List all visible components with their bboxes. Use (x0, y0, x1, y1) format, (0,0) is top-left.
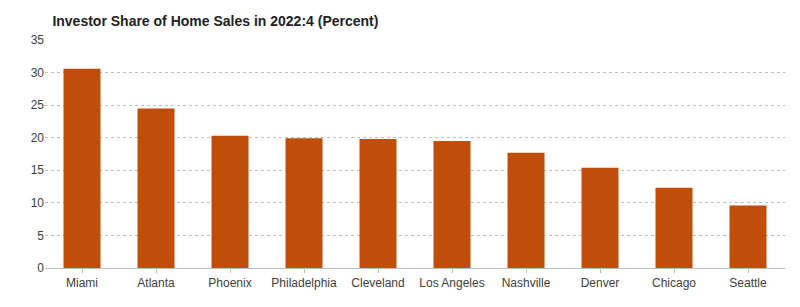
svg-text:Investor Share of Home Sales i: Investor Share of Home Sales in 2022:4 (… (52, 13, 378, 29)
svg-text:Los Angeles: Los Angeles (419, 276, 484, 290)
svg-text:Chicago: Chicago (652, 276, 696, 290)
svg-text:Phoenix: Phoenix (208, 276, 251, 290)
svg-text:Miami: Miami (66, 276, 98, 290)
svg-text:Denver: Denver (581, 276, 620, 290)
svg-text:Philadelphia: Philadelphia (271, 276, 337, 290)
svg-text:25: 25 (31, 98, 45, 112)
svg-text:30: 30 (31, 66, 45, 80)
svg-text:35: 35 (31, 33, 45, 47)
svg-text:20: 20 (31, 131, 45, 145)
svg-text:15: 15 (31, 163, 45, 177)
svg-text:Cleveland: Cleveland (351, 276, 404, 290)
svg-text:Atlanta: Atlanta (137, 276, 175, 290)
svg-text:5: 5 (37, 229, 44, 243)
svg-text:Nashville: Nashville (502, 276, 551, 290)
svg-text:0: 0 (37, 261, 44, 275)
svg-text:Seattle: Seattle (729, 276, 767, 290)
svg-text:10: 10 (31, 196, 45, 210)
